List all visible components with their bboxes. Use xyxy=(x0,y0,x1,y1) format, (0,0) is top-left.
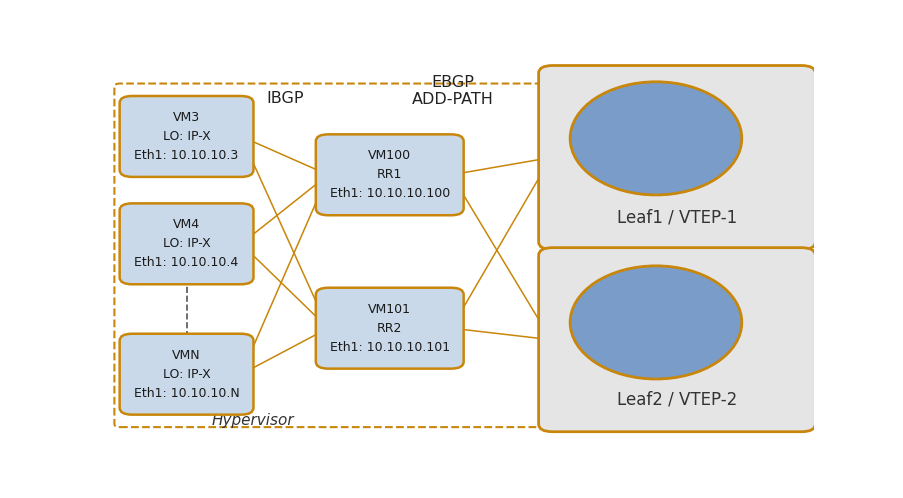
Text: VM3
LO: IP-X
Eth1: 10.10.10.3: VM3 LO: IP-X Eth1: 10.10.10.3 xyxy=(135,111,238,162)
Text: VM101
RR2
Eth1: 10.10.10.101: VM101 RR2 Eth1: 10.10.10.101 xyxy=(330,303,450,354)
Text: Hypervisor: Hypervisor xyxy=(211,413,294,428)
Text: Leaf1 / VTEP-1: Leaf1 / VTEP-1 xyxy=(616,209,736,227)
FancyBboxPatch shape xyxy=(538,66,815,249)
Text: EBGP
ADD-PATH: EBGP ADD-PATH xyxy=(412,75,493,108)
FancyBboxPatch shape xyxy=(119,203,253,284)
Ellipse shape xyxy=(570,266,741,379)
Text: VRF1
L3VNI: 100
IRB1:
Anycast: 10.10.10.1
Sec: 10.10.10.201: VRF1 L3VNI: 100 IRB1: Anycast: 10.10.10.… xyxy=(603,105,707,172)
FancyBboxPatch shape xyxy=(315,288,463,369)
Text: VM4
LO: IP-X
Eth1: 10.10.10.4: VM4 LO: IP-X Eth1: 10.10.10.4 xyxy=(135,218,238,269)
FancyBboxPatch shape xyxy=(119,96,253,177)
FancyBboxPatch shape xyxy=(119,334,253,415)
Text: IBGP: IBGP xyxy=(265,91,303,106)
FancyBboxPatch shape xyxy=(315,134,463,215)
Text: VMN
LO: IP-X
Eth1: 10.10.10.N: VMN LO: IP-X Eth1: 10.10.10.N xyxy=(134,349,239,400)
Text: VRF1
L3VNI: 100
IRB1:
Anycast: 10.10.10.1
Sec: 10.10.10.202: VRF1 L3VNI: 100 IRB1: Anycast: 10.10.10.… xyxy=(603,289,707,356)
Text: Leaf2 / VTEP-2: Leaf2 / VTEP-2 xyxy=(616,391,736,409)
FancyBboxPatch shape xyxy=(538,248,815,432)
Text: VM100
RR1
Eth1: 10.10.10.100: VM100 RR1 Eth1: 10.10.10.100 xyxy=(330,149,450,200)
Ellipse shape xyxy=(570,82,741,195)
